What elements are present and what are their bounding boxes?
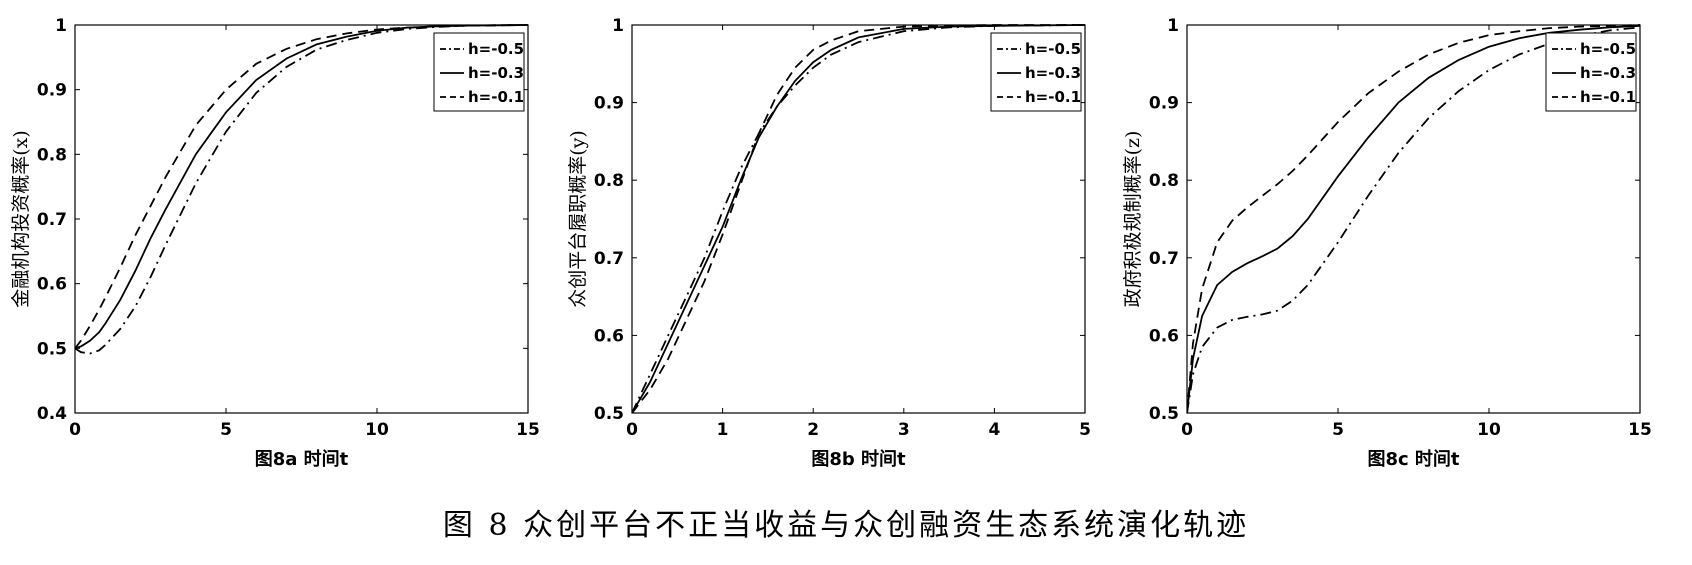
chart-8c: 0 5 10 15 0.5 0.6 0.7 0.8 0.9 1 图8c 时间t 政府积极规制概率(z)… <box>1122 16 1652 470</box>
y-tick-label: 0.8 <box>1149 171 1179 191</box>
y-tick-label: 0.9 <box>594 94 624 114</box>
x-tick-label: 0 <box>626 420 638 440</box>
x-tick-label: 15 <box>1628 420 1652 440</box>
x-tick-label: 2 <box>807 420 819 440</box>
y-tick-label: 0.6 <box>1149 326 1179 346</box>
legend-label: h=-0.1 <box>1025 88 1081 106</box>
legend: h=-0.5 h=-0.3 h=-0.1 <box>433 32 525 112</box>
y-tick-label: 0.6 <box>594 326 624 346</box>
x-tick-label: 1 <box>717 420 729 440</box>
x-tick-label: 5 <box>1079 420 1091 440</box>
y-tick-label: 0.5 <box>1149 404 1179 424</box>
legend-box <box>433 32 525 112</box>
series-line-h=-0.5 <box>75 24 528 355</box>
x-tick-label: 10 <box>1477 420 1501 440</box>
x-tick-label: 5 <box>1332 420 1344 440</box>
y-tick-label: 1 <box>612 16 624 36</box>
series-line-h=-0.3 <box>75 24 528 350</box>
series-line-h=-0.3 <box>632 24 1085 413</box>
x-tick-label: 4 <box>988 420 1000 440</box>
y-tick-label: 0.7 <box>37 210 67 230</box>
series-line-h=-0.1 <box>1187 24 1640 413</box>
y-tick-label: 0.5 <box>37 339 67 359</box>
y-tick-label: 0.7 <box>1149 249 1179 269</box>
x-tick-label: 0 <box>69 420 81 440</box>
y-tick-label: 0.9 <box>37 81 67 101</box>
x-axis-label: 图8c 时间t <box>1367 449 1459 470</box>
y-tick-label: 0.6 <box>37 275 67 295</box>
y-axis-label: 众创平台履职概率(y) <box>567 130 589 308</box>
x-axis-label: 图8a 时间t <box>255 449 349 470</box>
y-tick-label: 0.8 <box>594 171 624 191</box>
legend-label: h=-0.1 <box>1580 88 1636 106</box>
legend-box <box>990 32 1082 112</box>
legend-label: h=-0.3 <box>1025 64 1081 82</box>
figure-caption: 图 8 众创平台不正当收益与众创融资生态系统演化轨迹 <box>442 508 1250 543</box>
x-axis-label: 图8b 时间t <box>811 449 906 470</box>
legend: h=-0.5 h=-0.3 h=-0.1 <box>990 32 1082 112</box>
x-tick-label: 5 <box>220 420 232 440</box>
x-tick-label: 0 <box>1181 420 1193 440</box>
x-tick-label: 15 <box>516 420 540 440</box>
plot-frame <box>631 24 1086 414</box>
chart-8b: 0 1 2 3 4 5 0.5 0.6 0.7 0.8 0.9 1 图8b 时间t 众创平台履职概率(y)… <box>567 16 1091 470</box>
legend-label: h=-0.1 <box>468 88 524 106</box>
legend-box <box>1545 32 1637 112</box>
y-tick-label: 0.7 <box>594 249 624 269</box>
series-line-h=-0.3 <box>1187 24 1640 413</box>
legend-label: h=-0.5 <box>1580 40 1636 58</box>
y-tick-label: 1 <box>1167 16 1179 36</box>
y-tick-label: 0.5 <box>594 404 624 424</box>
chart-8a: 0 5 10 15 0.4 0.5 0.6 0.7 0.8 0.9 1 图8a 时间t 金融机构投资概率… <box>10 16 540 470</box>
series-line-h=-0.1 <box>632 24 1085 413</box>
legend: h=-0.5 h=-0.3 h=-0.1 <box>1545 32 1637 112</box>
y-tick-label: 0.8 <box>37 145 67 165</box>
legend-label: h=-0.5 <box>1025 40 1081 58</box>
y-axis-label: 政府积极规制概率(z) <box>1122 131 1144 308</box>
y-axis-label: 金融机构投资概率(x) <box>10 130 32 308</box>
legend-label: h=-0.3 <box>468 64 524 82</box>
plot-frame <box>1186 24 1641 414</box>
series-line-h=-0.1 <box>75 24 528 349</box>
x-tick-label: 3 <box>898 420 910 440</box>
legend-label: h=-0.3 <box>1580 64 1636 82</box>
series-line-h=-0.5 <box>1187 26 1640 413</box>
x-tick-label: 10 <box>365 420 389 440</box>
legend-label: h=-0.5 <box>468 40 524 58</box>
y-tick-label: 0.4 <box>37 404 67 424</box>
y-tick-label: 0.9 <box>1149 94 1179 114</box>
y-tick-label: 1 <box>55 16 67 36</box>
